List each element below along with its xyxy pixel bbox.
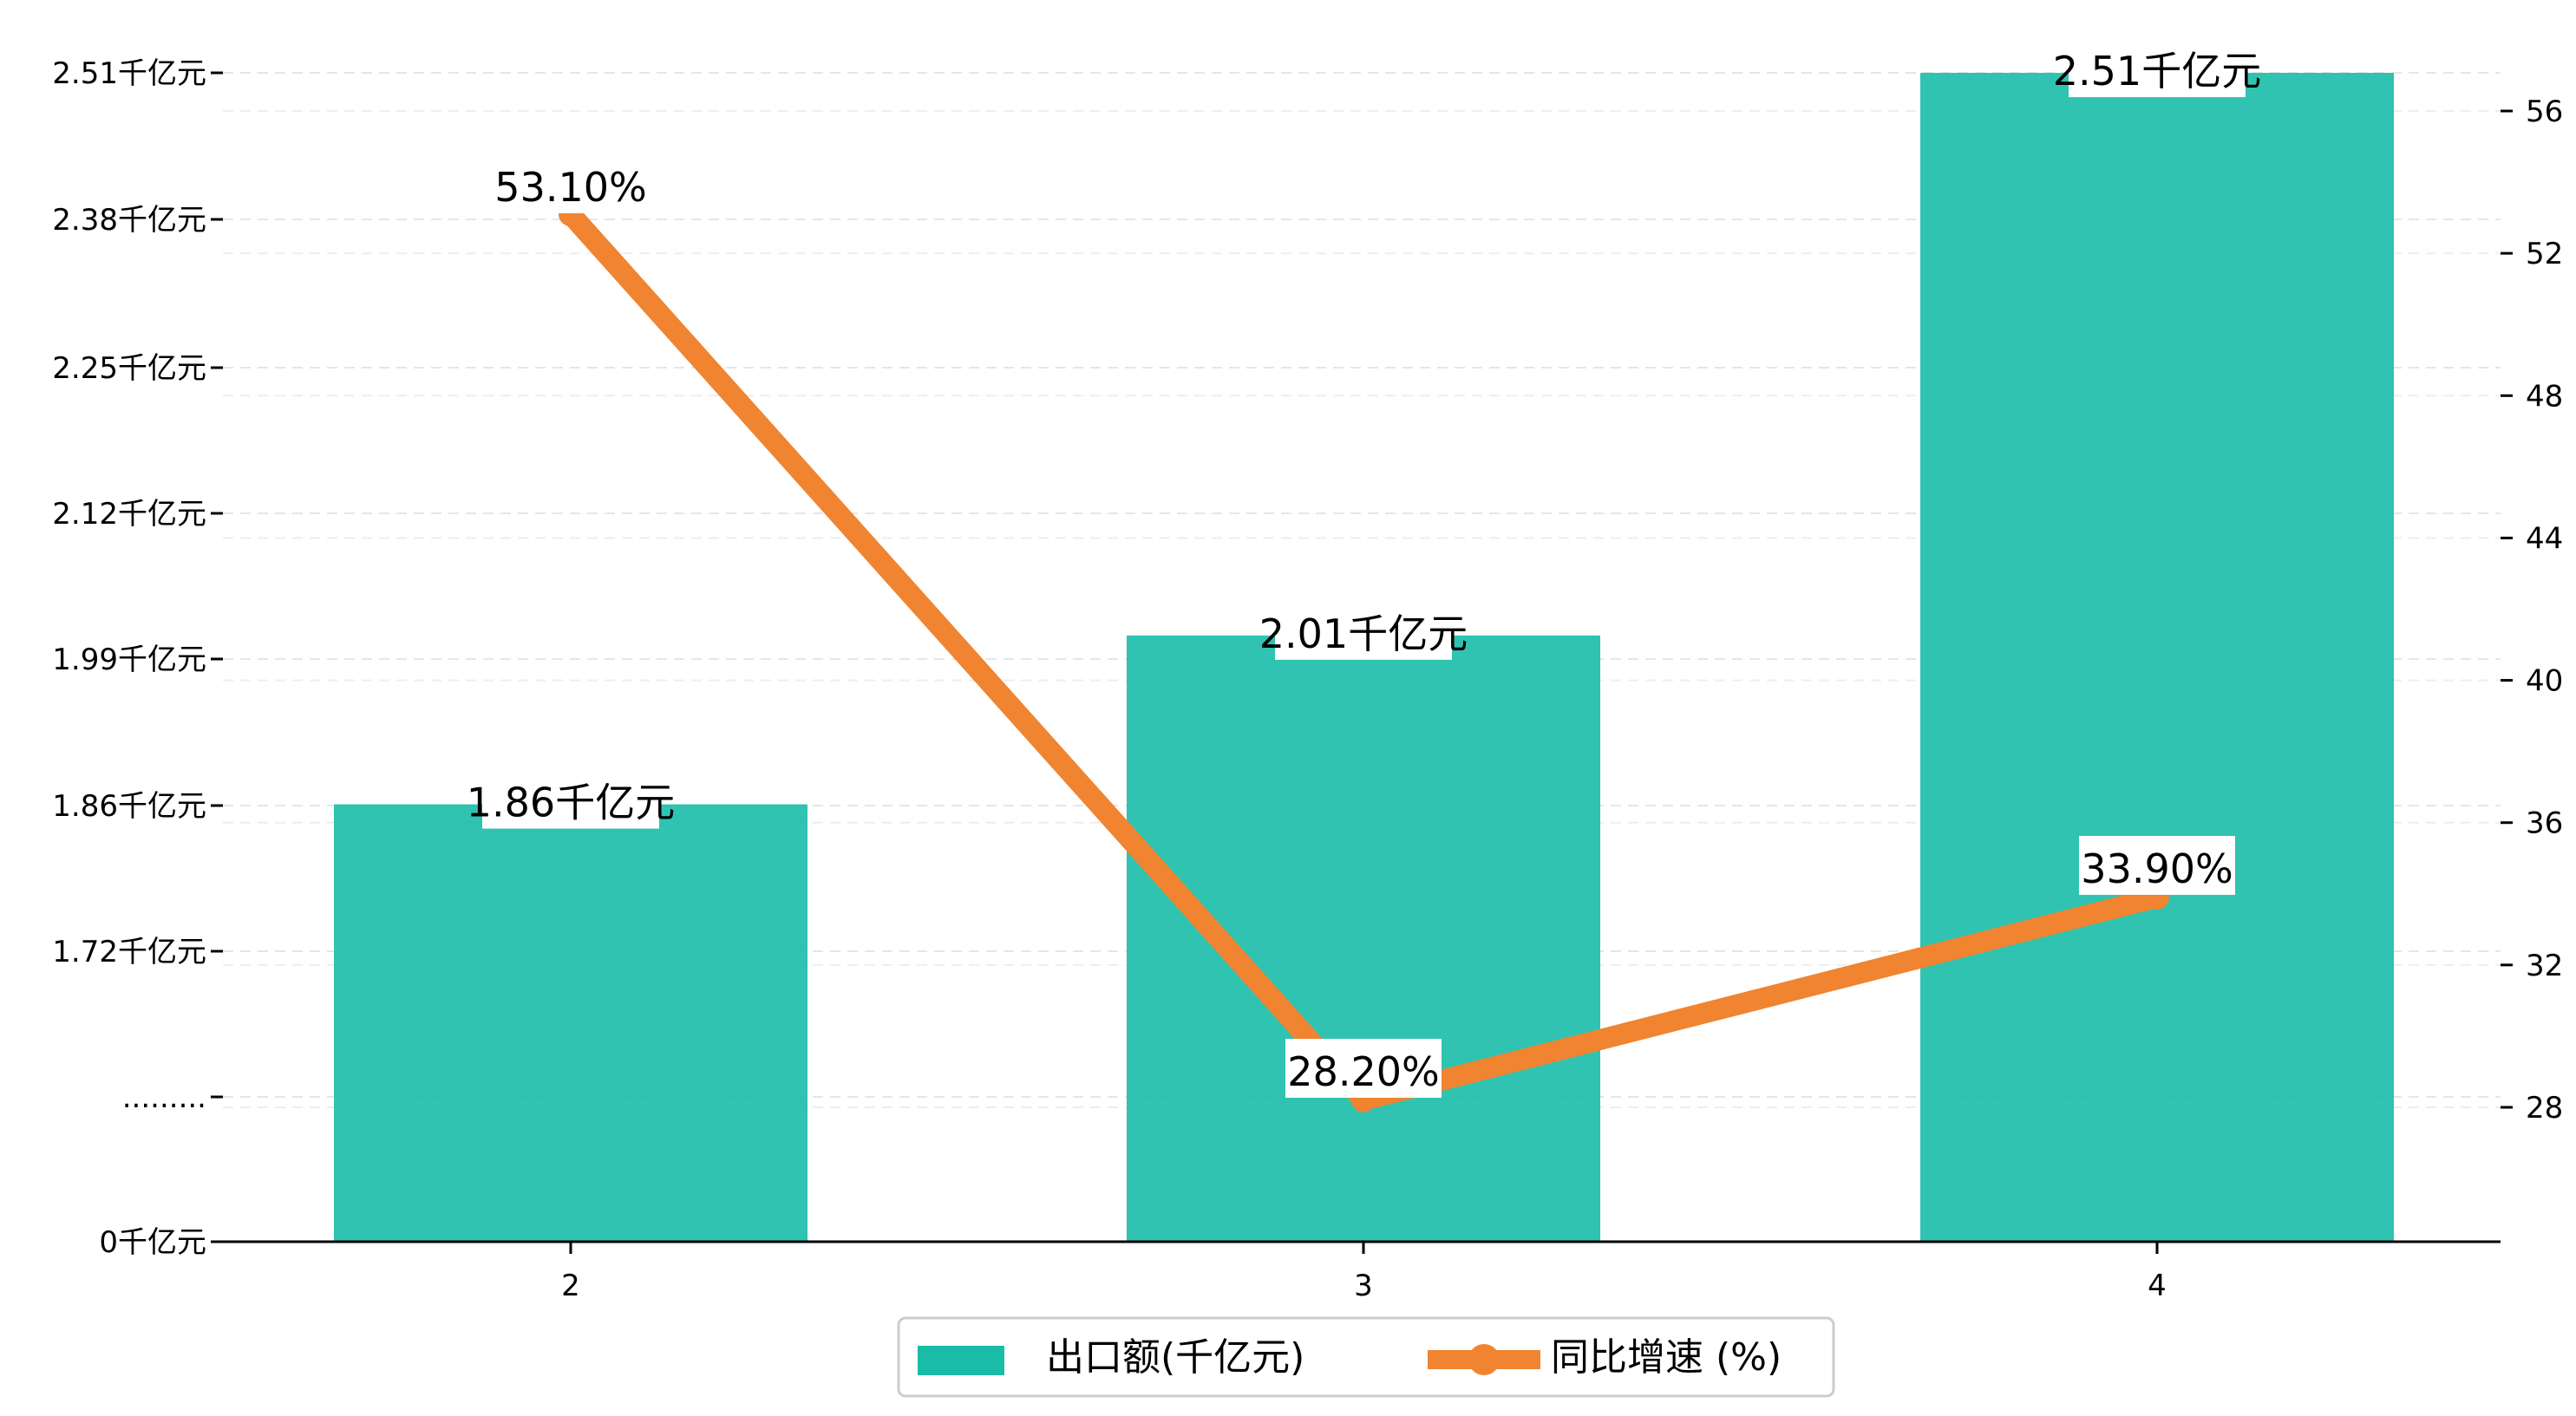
legend-label-line: 同比增速 (%) xyxy=(1551,1335,1782,1380)
legend-label-bar: 出口额(千亿元) xyxy=(1046,1335,1304,1380)
bar-value-label-2-bg xyxy=(482,776,659,829)
right-tick-label: 56 xyxy=(2526,95,2563,129)
left-tick-label: 2.51千亿元 xyxy=(52,56,206,91)
line-value-label-3: 28.20% xyxy=(1287,1048,1439,1095)
x-tick-label-4: 4 xyxy=(2148,1269,2167,1303)
bar-2 xyxy=(334,804,807,1242)
axes: 0千亿元......... 1.72千亿元 1.86千亿元 1.99千亿元 2.12千亿… xyxy=(52,56,2563,1303)
bar-value-label-3-group: 2.01千亿元 xyxy=(1259,607,1468,660)
line-value-label-4-bg xyxy=(2079,836,2235,895)
line-value-label-2-bg xyxy=(493,154,649,213)
bar-3 xyxy=(1127,635,1600,1242)
data-labels: 1.86千亿元 2.01千亿元 2.51千亿元 53.10% 28.20% 33.90% xyxy=(467,45,2261,1098)
left-tick-label: 1.86千亿元 xyxy=(52,789,206,824)
left-tick-label: 1.72千亿元 xyxy=(52,935,206,969)
line-value-label-4: 33.90% xyxy=(2081,845,2233,892)
right-tick-label: 44 xyxy=(2526,521,2563,556)
right-tick-label: 32 xyxy=(2526,949,2563,983)
left-tick-label: ......... xyxy=(122,1080,206,1115)
bar-value-label-2: 1.86千亿元 xyxy=(467,780,675,826)
legend-swatch-marker xyxy=(1468,1344,1500,1375)
right-tick-label: 28 xyxy=(2526,1091,2563,1126)
bar-series xyxy=(334,73,2394,1242)
bar-value-label-2-group: 1.86千亿元 xyxy=(467,776,675,829)
right-tick-label: 52 xyxy=(2526,237,2563,271)
left-tick-label: 2.38千亿元 xyxy=(52,203,206,238)
right-tick-label: 48 xyxy=(2526,379,2563,414)
x-tick-label-3: 3 xyxy=(1354,1269,1373,1303)
bar-value-label-4-group: 2.51千亿元 xyxy=(2053,45,2261,97)
right-tick-label: 36 xyxy=(2526,806,2563,841)
right-tick-label: 40 xyxy=(2526,664,2563,699)
left-tick-label: 2.12千亿元 xyxy=(52,497,206,532)
bar-value-label-4: 2.51千亿元 xyxy=(2053,48,2261,95)
legend-swatch-bar xyxy=(918,1346,1004,1375)
left-tick-label: 1.99千亿元 xyxy=(52,643,206,677)
left-tick-label: 0千亿元 xyxy=(99,1225,206,1260)
bar-value-label-3-bg xyxy=(1275,607,1452,660)
bar-value-label-3: 2.01千亿元 xyxy=(1259,610,1468,657)
line-value-label-2: 53.10% xyxy=(494,164,646,211)
bar-value-label-4-bg xyxy=(2069,45,2246,97)
bar-4 xyxy=(1920,73,2394,1242)
line-value-label-3-group: 28.20% xyxy=(1285,1039,1442,1098)
legend: 出口额(千亿元) 同比增速 (%) xyxy=(897,1316,1835,1398)
line-value-label-3-bg xyxy=(1285,1039,1442,1098)
left-tick-label: 2.25千亿元 xyxy=(52,351,206,386)
legend-box xyxy=(897,1316,1835,1398)
line-value-label-2-group: 53.10% xyxy=(493,154,649,213)
x-tick-label-2: 2 xyxy=(561,1269,580,1303)
line-value-label-4-group: 33.90% xyxy=(2079,836,2235,895)
